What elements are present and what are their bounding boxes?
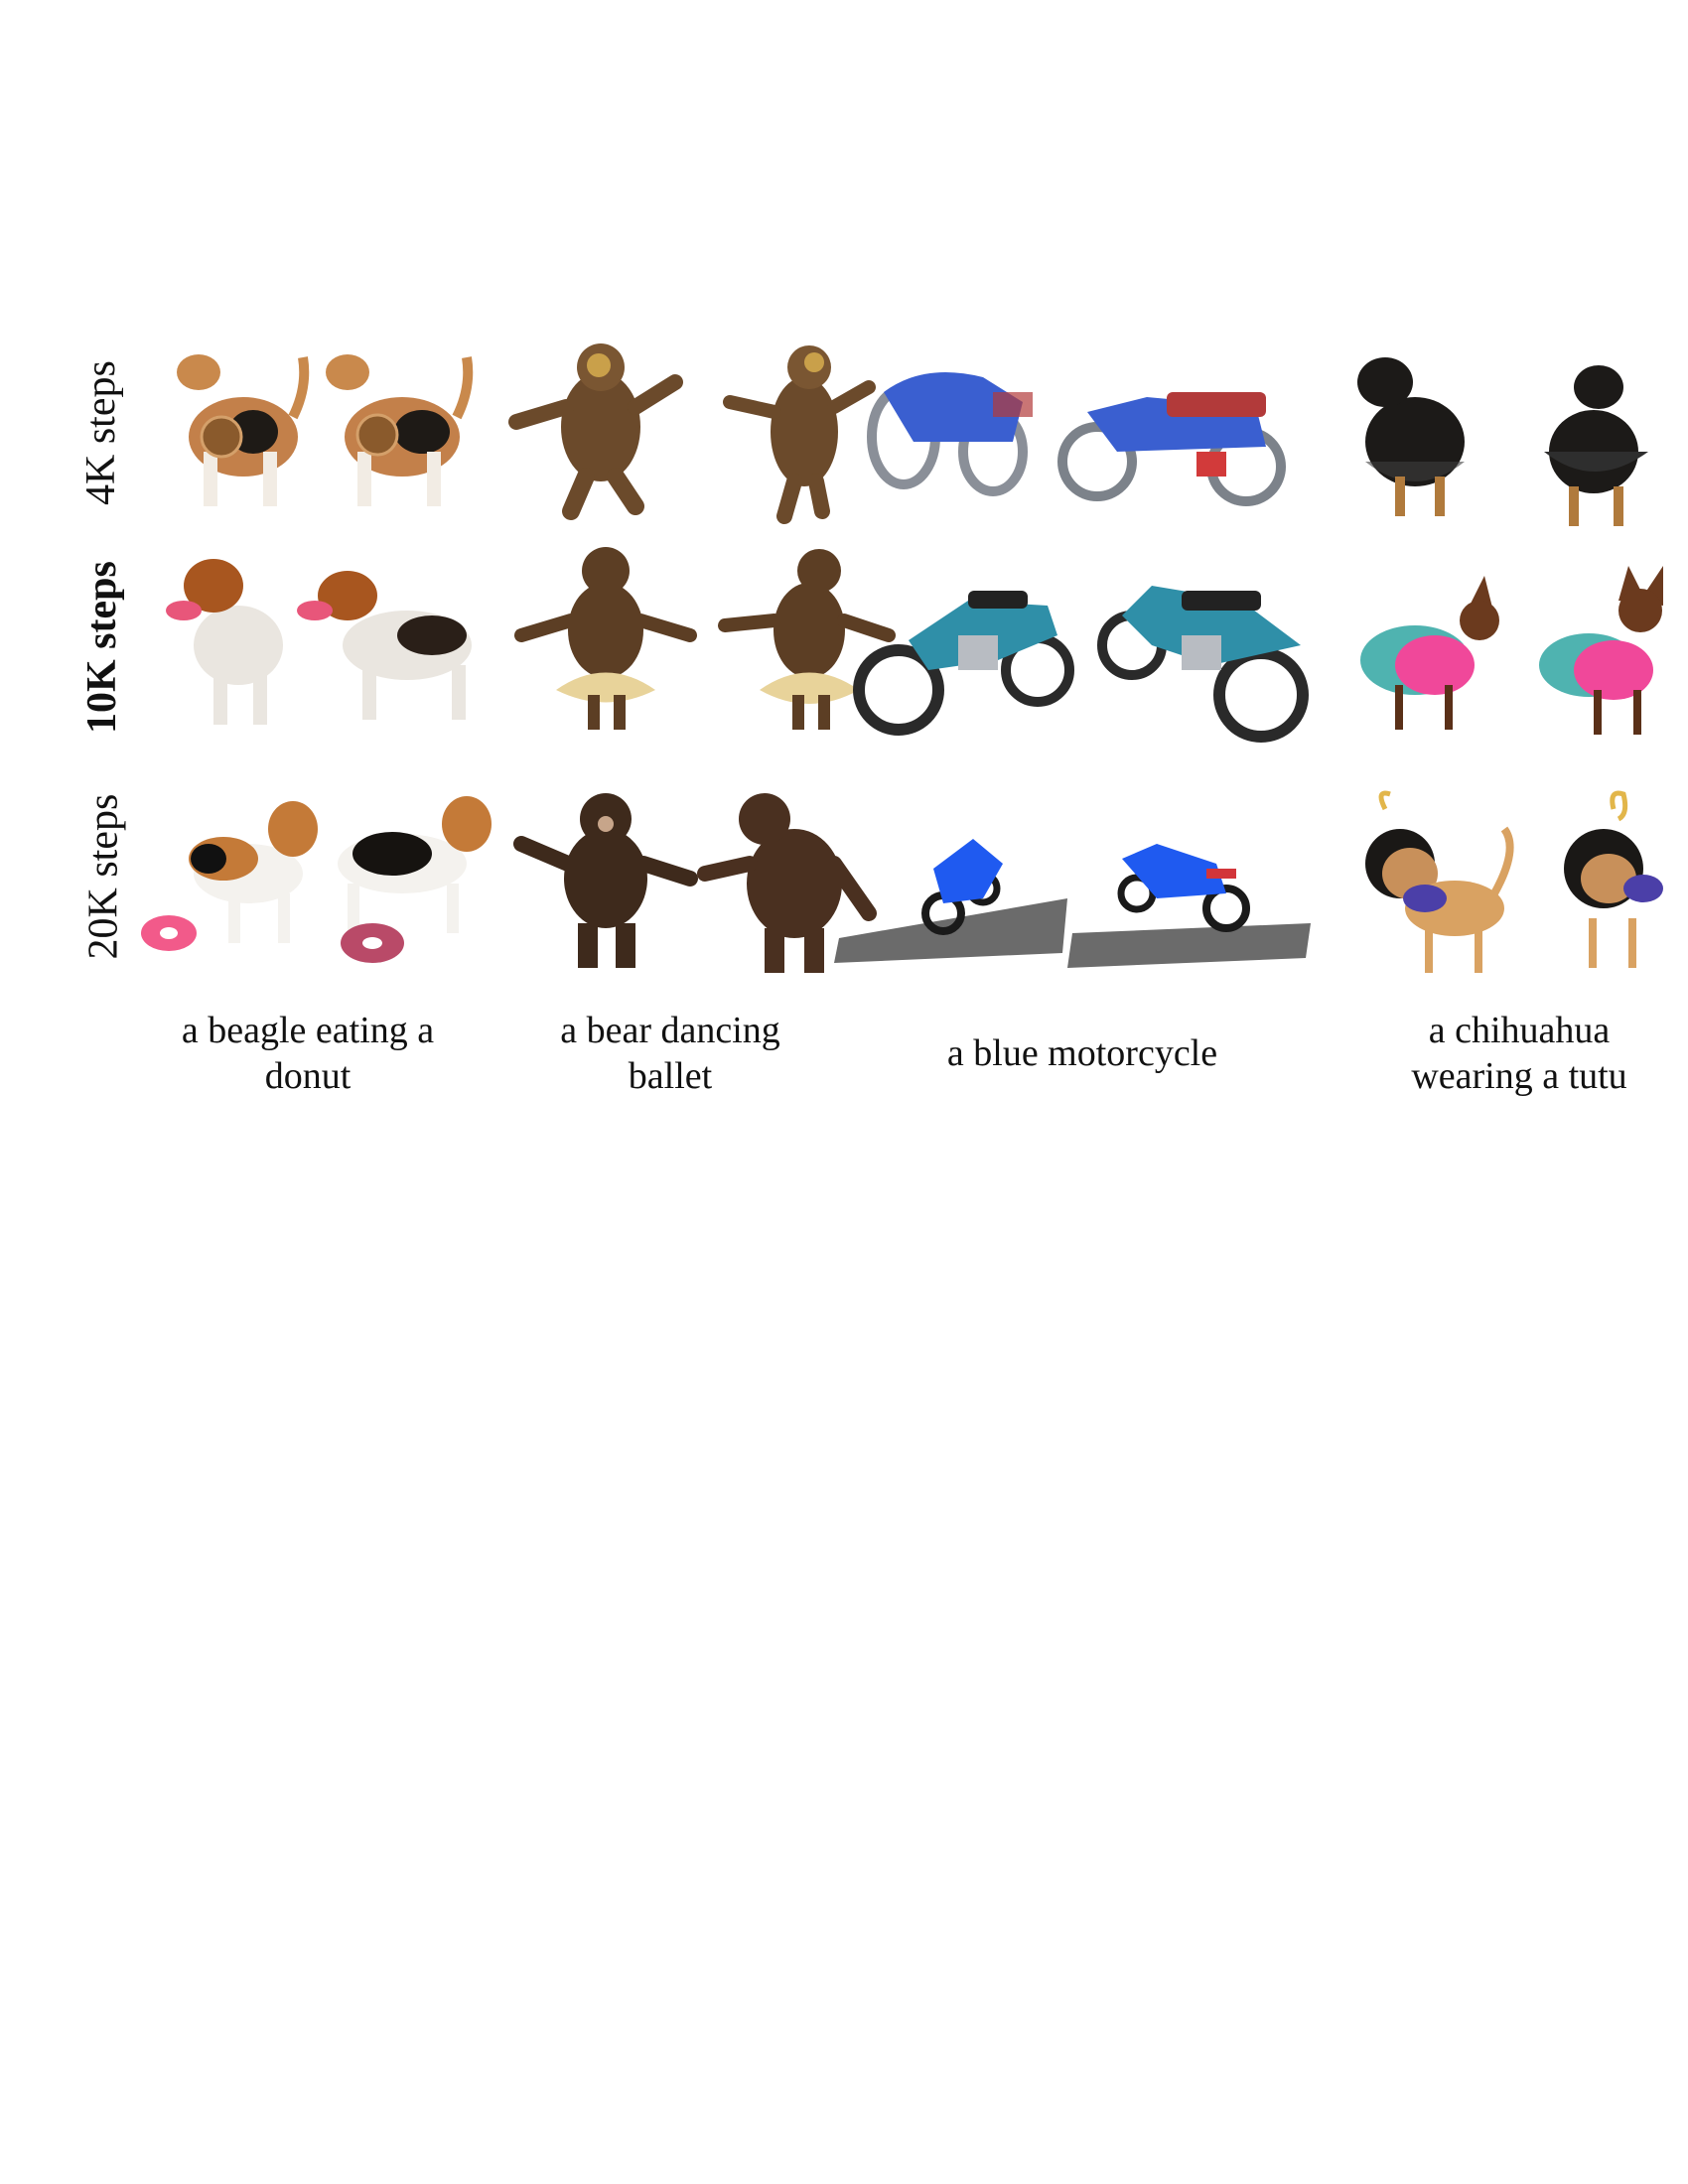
thumb-bear-4k-view1 (501, 328, 700, 526)
thumb-motorcycle-20k-view1 (834, 809, 1072, 968)
thumb-chihuahua-4k-view1 (1326, 333, 1524, 531)
row-label-10k: 10K steps (79, 561, 125, 734)
caption-chihuahua-line1: a chihuahua (1428, 1010, 1611, 1051)
thumb-beagle-20k-view2 (308, 784, 496, 983)
row-label-20k: 20K steps (80, 793, 127, 960)
caption-beagle: a beagle eating a donut (149, 1008, 467, 1099)
caption-chihuahua: a chihuahua wearing a tutu (1360, 1008, 1678, 1099)
caption-bear-line2: ballet (628, 1055, 713, 1097)
row-label-4k: 4K steps (78, 360, 124, 505)
caption-motorcycle-line1: a blue motorcycle (946, 1032, 1218, 1074)
thumb-bear-20k-view1 (506, 784, 705, 983)
thumb-motorcycle-20k-view2 (1067, 824, 1316, 973)
thumb-chihuahua-10k-view1 (1326, 556, 1524, 754)
thumb-beagle-10k-view2 (293, 541, 496, 740)
thumb-motorcycle-4k-view2 (1057, 342, 1296, 541)
thumb-bear-20k-view2 (685, 784, 884, 983)
caption-bear: a bear dancing ballet (526, 1008, 814, 1099)
thumb-beagle-4k-view2 (303, 328, 501, 526)
thumb-motorcycle-10k-view2 (1092, 556, 1316, 754)
thumb-motorcycle-4k-view1 (864, 333, 1048, 531)
thumb-bear-4k-view2 (705, 328, 904, 526)
thumb-chihuahua-20k-view1 (1345, 789, 1544, 988)
thumb-chihuahua-10k-view2 (1519, 556, 1683, 754)
thumb-bear-10k-view2 (705, 541, 904, 740)
caption-motorcycle: a blue motorcycle (894, 1030, 1271, 1076)
caption-chihuahua-line2: wearing a tutu (1411, 1055, 1627, 1097)
caption-bear-line1: a bear dancing (560, 1010, 780, 1051)
thumb-beagle-20k-view1 (139, 784, 338, 983)
thumb-beagle-4k-view1 (144, 328, 343, 526)
caption-beagle-line2: donut (264, 1055, 352, 1097)
thumb-chihuahua-20k-view2 (1534, 789, 1683, 988)
thumb-bear-10k-view1 (506, 541, 705, 740)
thumb-chihuahua-4k-view2 (1509, 342, 1678, 541)
thumb-motorcycle-10k-view1 (849, 551, 1087, 750)
caption-beagle-line1: a beagle eating a (181, 1010, 435, 1051)
thumb-beagle-10k-view1 (144, 541, 343, 740)
